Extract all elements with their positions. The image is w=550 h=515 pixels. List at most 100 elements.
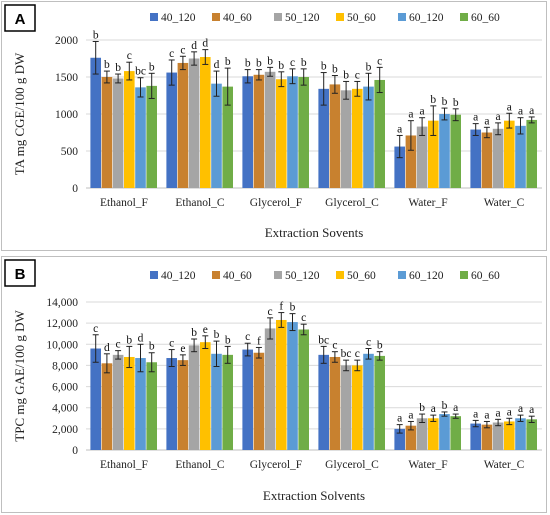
significance-letter: c (301, 312, 306, 324)
significance-letter: a (453, 402, 458, 414)
significance-letter: c (377, 55, 382, 67)
bar (416, 126, 428, 188)
bar (211, 83, 222, 188)
category-label: Water_F (408, 459, 447, 471)
y-tick-label: 0 (72, 183, 78, 195)
significance-letter: a (473, 112, 478, 124)
significance-letter: b (430, 94, 436, 106)
legend-swatch (212, 13, 220, 21)
significance-letter: b (453, 97, 459, 109)
bar (135, 358, 146, 450)
bar (318, 354, 329, 450)
bar (276, 319, 287, 450)
panel-b-chart: B 0 2,000 4,000 6,000 8,000 10,000 12,000 14,000… (1, 256, 547, 513)
significance-letter: d (202, 38, 208, 50)
significance-letter: b (267, 55, 273, 67)
significance-letter: f (257, 335, 261, 347)
legend-label: 40_60 (223, 270, 252, 282)
bar (481, 424, 493, 450)
significance-letter: d (214, 59, 220, 71)
bar (481, 132, 493, 188)
bar (188, 58, 200, 188)
legend-swatch (398, 13, 406, 21)
significance-letter: d (104, 342, 110, 354)
significance-letter: b (419, 402, 425, 414)
significance-letter: b (115, 62, 121, 74)
bar (405, 425, 417, 450)
bar (200, 342, 211, 450)
bar (374, 355, 385, 450)
bar (340, 365, 352, 450)
legend-swatch (336, 13, 344, 21)
significance-letter: c (169, 48, 174, 60)
significance-letter: a (473, 408, 478, 420)
category-label: Glycerol_C (325, 197, 379, 209)
y-axis-title: TA mg CGE/100 g DW (12, 52, 27, 175)
legend-label: 40_60 (223, 12, 252, 24)
bar (264, 71, 276, 188)
significance-letter: c (366, 337, 371, 349)
significance-letter: a (496, 111, 501, 123)
legend-swatch (150, 271, 158, 279)
significance-letter: b (332, 64, 338, 76)
significance-letter: a (484, 115, 489, 127)
significance-letter: a (420, 106, 425, 118)
bar (90, 57, 101, 189)
bar (318, 88, 329, 188)
bar (492, 128, 504, 188)
significance-letter: b (442, 96, 448, 108)
bar (166, 358, 177, 450)
legend-label: 60_60 (471, 270, 500, 282)
significance-letter: d (191, 40, 197, 52)
y-tick-label: 4,000 (52, 403, 78, 415)
significance-letter: c (290, 57, 295, 69)
bar (428, 120, 439, 188)
bar (470, 129, 481, 188)
y-tick-label: 8,000 (52, 360, 78, 372)
significance-letter: bc (341, 348, 352, 360)
y-tick-label: 14,000 (46, 297, 78, 309)
bar (166, 72, 177, 188)
significance-letter: c (268, 306, 273, 318)
category-label: Ethanol_C (175, 197, 225, 209)
bar (394, 428, 405, 450)
legend-label: 50_60 (347, 270, 376, 282)
significance-letter: b (321, 61, 327, 73)
category-label: Ethanol_C (175, 459, 225, 471)
bar (439, 114, 450, 188)
significance-letter: b (191, 327, 197, 339)
significance-letter: c (355, 69, 360, 81)
bar (146, 85, 157, 188)
bar (405, 135, 417, 188)
significance-letter: f (279, 301, 283, 313)
y-tick-label: 2,000 (52, 424, 78, 436)
legend-swatch (336, 271, 344, 279)
legend-label: 60_60 (471, 12, 500, 24)
bar (135, 87, 146, 188)
legend-swatch (460, 271, 468, 279)
significance-letter: b (256, 58, 262, 70)
significance-letter: e (180, 343, 185, 355)
bar (450, 114, 461, 188)
y-tick-label: 6,000 (52, 382, 78, 394)
bar (526, 419, 537, 450)
category-label: Water_C (484, 459, 525, 471)
bar (124, 356, 135, 450)
significance-letter: a (397, 123, 402, 135)
category-label: Water_F (408, 197, 447, 209)
bar (329, 356, 341, 450)
bar (492, 422, 504, 450)
bar (222, 354, 233, 450)
bar (188, 345, 200, 450)
bar (177, 360, 189, 450)
significance-letter: d (138, 332, 144, 344)
y-tick-label: 12,000 (46, 318, 78, 330)
significance-letter: c (93, 323, 98, 335)
bar (470, 423, 481, 450)
x-axis-title: Extraction Solvents (263, 488, 365, 503)
significance-letter: a (397, 413, 402, 425)
significance-letter: a (431, 403, 436, 415)
bar (428, 418, 439, 450)
significance-letter: c (355, 348, 360, 360)
significance-letter: a (507, 406, 512, 418)
